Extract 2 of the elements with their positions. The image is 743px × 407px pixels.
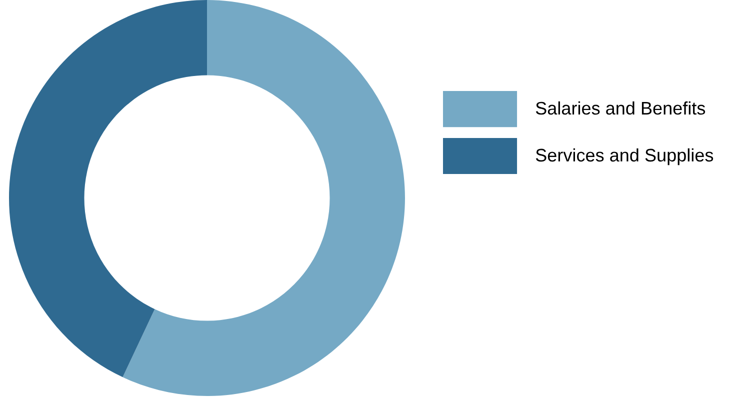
legend-label: Salaries and Benefits	[536, 101, 706, 115]
legend-label: Services and Supplies	[536, 148, 714, 166]
